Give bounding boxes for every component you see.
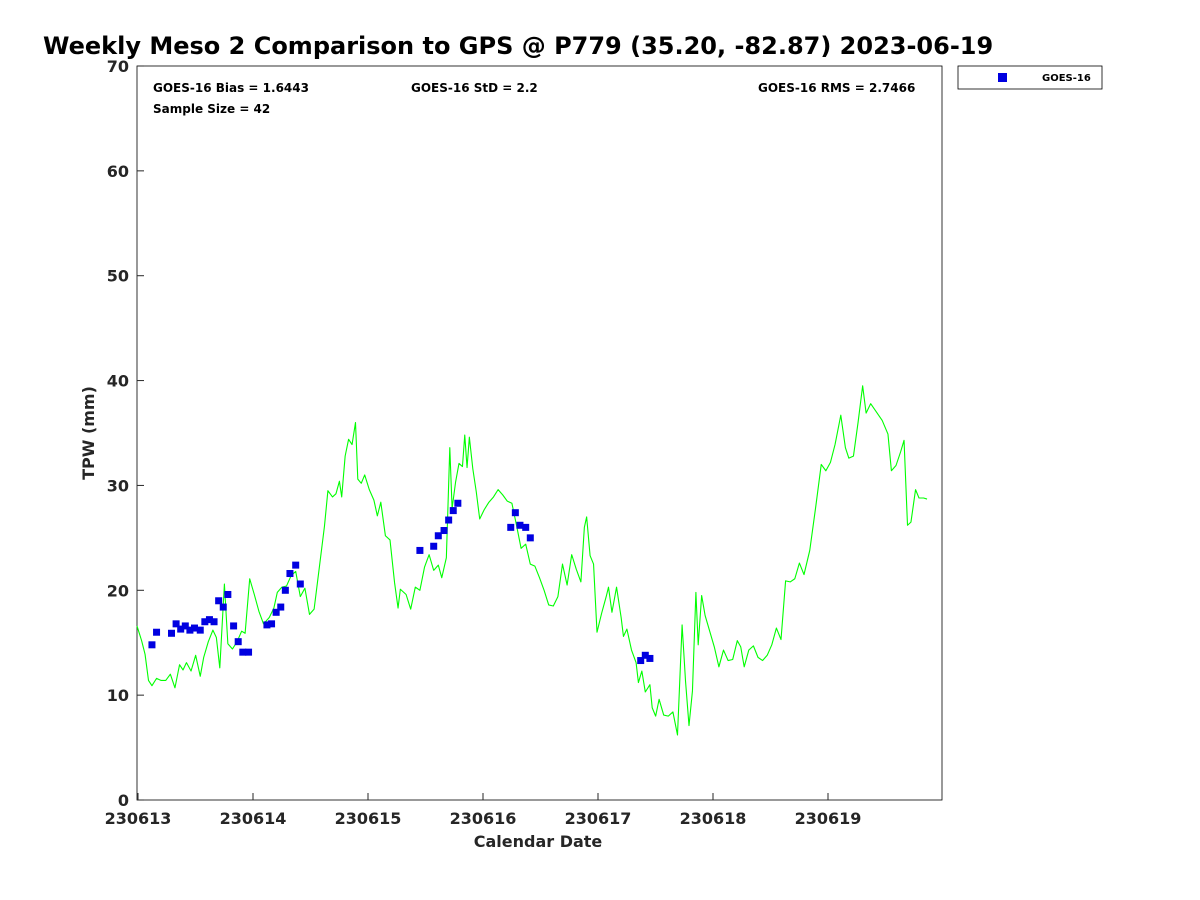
goes16-point (511, 509, 519, 517)
goes16-point (186, 626, 194, 634)
goes16-point (205, 616, 213, 624)
goes16-point (507, 523, 515, 531)
goes16-point (641, 651, 649, 659)
x-tick-label: 230618 (680, 809, 747, 828)
chart-title: Weekly Meso 2 Comparison to GPS @ P779 (… (43, 32, 993, 60)
gps-series-line (136, 385, 928, 736)
goes16-point (637, 657, 645, 665)
x-tick-label: 230614 (220, 809, 287, 828)
goes16-point (245, 648, 253, 656)
goes16-point (148, 641, 156, 649)
legend: GOES-16 (957, 65, 1103, 90)
x-axis: 230613 230614 230615 230616 230617 230618 2306… (105, 793, 862, 828)
goes16-point (191, 624, 198, 632)
x-axis-label: Calendar Date (474, 832, 603, 851)
rms-stat: GOES-16 RMS = 2.7466 (758, 81, 915, 95)
goes16-point (449, 507, 457, 515)
x-tick-label: 230619 (795, 809, 862, 828)
goes16-point (263, 621, 271, 629)
goes16-point (177, 625, 185, 633)
x-tick-label: 230615 (335, 809, 402, 828)
goes16-point (215, 597, 223, 605)
goes16-point (153, 628, 161, 636)
goes16-point (219, 603, 227, 611)
goes16-point (416, 546, 424, 554)
goes16-point (168, 629, 175, 637)
goes16-point (224, 590, 232, 598)
goes16-point (172, 620, 180, 628)
goes16-point (430, 542, 438, 550)
y-tick-label: 10 (107, 686, 129, 705)
goes16-point (434, 532, 442, 540)
goes16-point (516, 521, 524, 529)
series-layer (136, 385, 928, 736)
y-tick-label: 40 (107, 372, 129, 391)
goes16-point (181, 622, 189, 630)
y-tick-label: 50 (107, 267, 129, 286)
y-tick-label: 60 (107, 162, 129, 181)
goes16-point (286, 570, 294, 578)
goes16-point (230, 622, 238, 630)
goes16-point (268, 620, 276, 628)
x-tick-label: 230613 (105, 809, 172, 828)
goes16-point (201, 618, 209, 626)
plot-area-frame (136, 65, 943, 801)
y-tick-label: 30 (107, 476, 129, 495)
legend-box (957, 65, 1103, 90)
goes16-point (526, 534, 534, 542)
legend-label-goes16: GOES-16 (1042, 73, 1091, 84)
y-tick-label: 70 (107, 57, 129, 76)
goes16-point (445, 516, 453, 524)
y-axis: 0 10 20 30 40 50 60 70 (107, 57, 144, 810)
goes16-point (646, 654, 654, 662)
sample-size-stat: Sample Size = 42 (153, 102, 270, 116)
goes16-point (292, 561, 300, 569)
goes16-point (272, 608, 280, 616)
x-tick-label: 230617 (565, 809, 632, 828)
x-tick-label: 230616 (450, 809, 517, 828)
goes16-point (281, 586, 289, 594)
goes16-point (454, 499, 462, 507)
goes16-point (239, 648, 247, 656)
std-stat: GOES-16 StD = 2.2 (411, 81, 538, 95)
stats-annotations: GOES-16 Bias = 1.6443 GOES-16 StD = 2.2 … (153, 81, 915, 116)
goes16-point (234, 638, 242, 646)
goes16-point (277, 603, 285, 611)
goes16-point (440, 527, 448, 535)
y-axis-label: TPW (mm) (79, 386, 98, 480)
goes16-point (296, 580, 304, 588)
y-tick-label: 20 (107, 581, 129, 600)
goes16-point (522, 523, 530, 531)
bias-stat: GOES-16 Bias = 1.6443 (153, 81, 309, 95)
goes16-point (210, 618, 218, 626)
y-tick-label: 0 (118, 791, 129, 810)
legend-marker-square-icon (998, 73, 1007, 82)
goes16-point (196, 626, 204, 634)
